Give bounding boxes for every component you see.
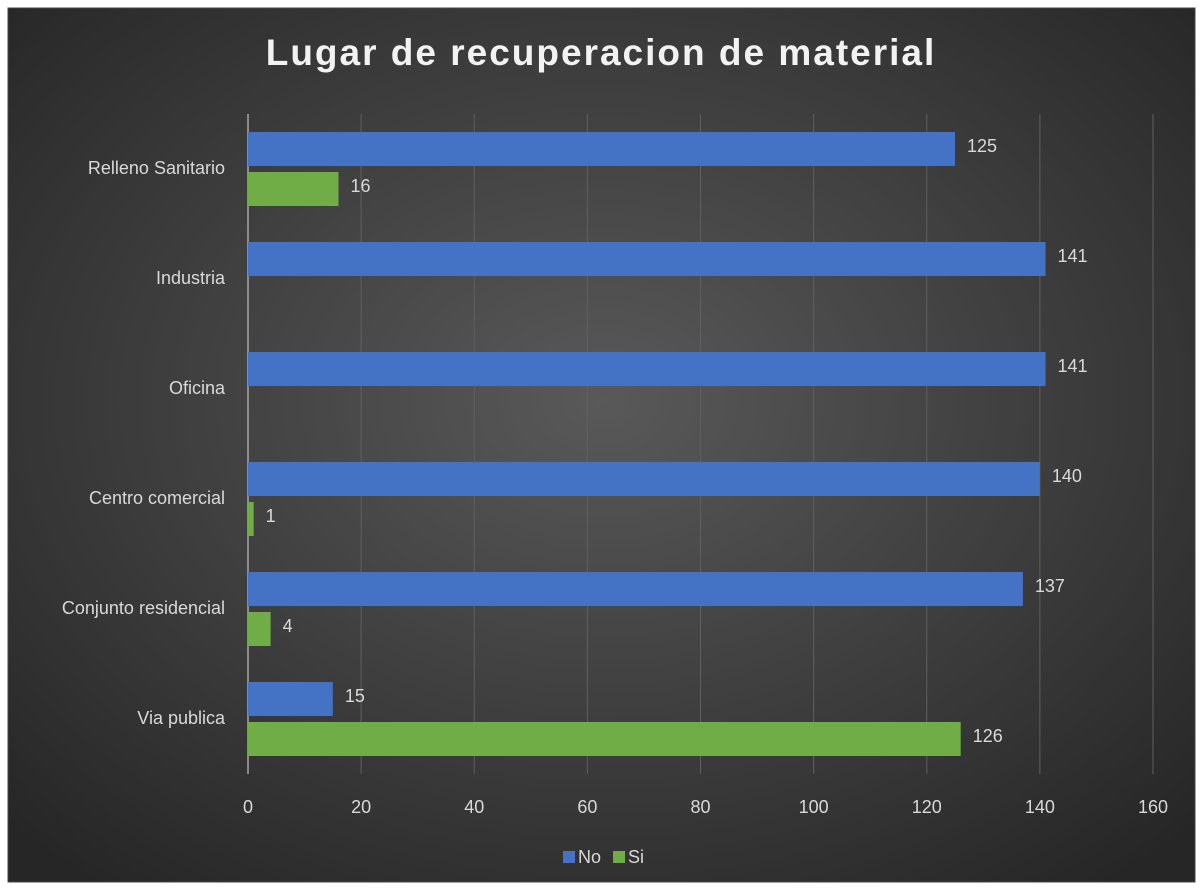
- bar: [248, 172, 339, 206]
- y-tick-label: Conjunto residencial: [62, 598, 225, 618]
- x-tick-label: 80: [690, 797, 710, 817]
- value-label: 126: [973, 726, 1003, 746]
- value-label: 16: [351, 176, 371, 196]
- x-tick-label: 20: [351, 797, 371, 817]
- y-tick-label: Via publica: [137, 708, 226, 728]
- bar: [248, 572, 1023, 606]
- x-tick-label: 0: [243, 797, 253, 817]
- bar: [248, 352, 1046, 386]
- bar: [248, 242, 1046, 276]
- value-label: 140: [1052, 466, 1082, 486]
- bar: [248, 462, 1040, 496]
- value-label: 141: [1058, 356, 1088, 376]
- value-label: 1: [266, 506, 276, 526]
- y-tick-label: Industria: [156, 268, 226, 288]
- value-label: 141: [1058, 246, 1088, 266]
- bar: [248, 612, 271, 646]
- x-tick-label: 40: [464, 797, 484, 817]
- y-tick-label: Oficina: [169, 378, 226, 398]
- legend-label: Si: [628, 847, 644, 867]
- y-tick-label: Centro comercial: [89, 488, 225, 508]
- x-tick-label: 120: [912, 797, 942, 817]
- x-tick-label: 100: [799, 797, 829, 817]
- legend-swatch: [563, 851, 575, 863]
- chart-title: Lugar de recuperacion de material: [266, 32, 937, 73]
- bar: [248, 132, 956, 166]
- value-label: 125: [967, 136, 997, 156]
- y-tick-label: Relleno Sanitario: [88, 158, 225, 178]
- value-label: 15: [345, 686, 365, 706]
- bar: [248, 722, 961, 756]
- bar: [248, 502, 254, 536]
- value-label: 4: [283, 616, 293, 636]
- bar: [248, 682, 333, 716]
- value-label: 137: [1035, 576, 1065, 596]
- x-tick-label: 140: [1025, 797, 1055, 817]
- x-tick-label: 160: [1138, 797, 1168, 817]
- legend-swatch: [613, 851, 626, 863]
- legend-label: No: [578, 847, 601, 867]
- x-tick-label: 60: [577, 797, 597, 817]
